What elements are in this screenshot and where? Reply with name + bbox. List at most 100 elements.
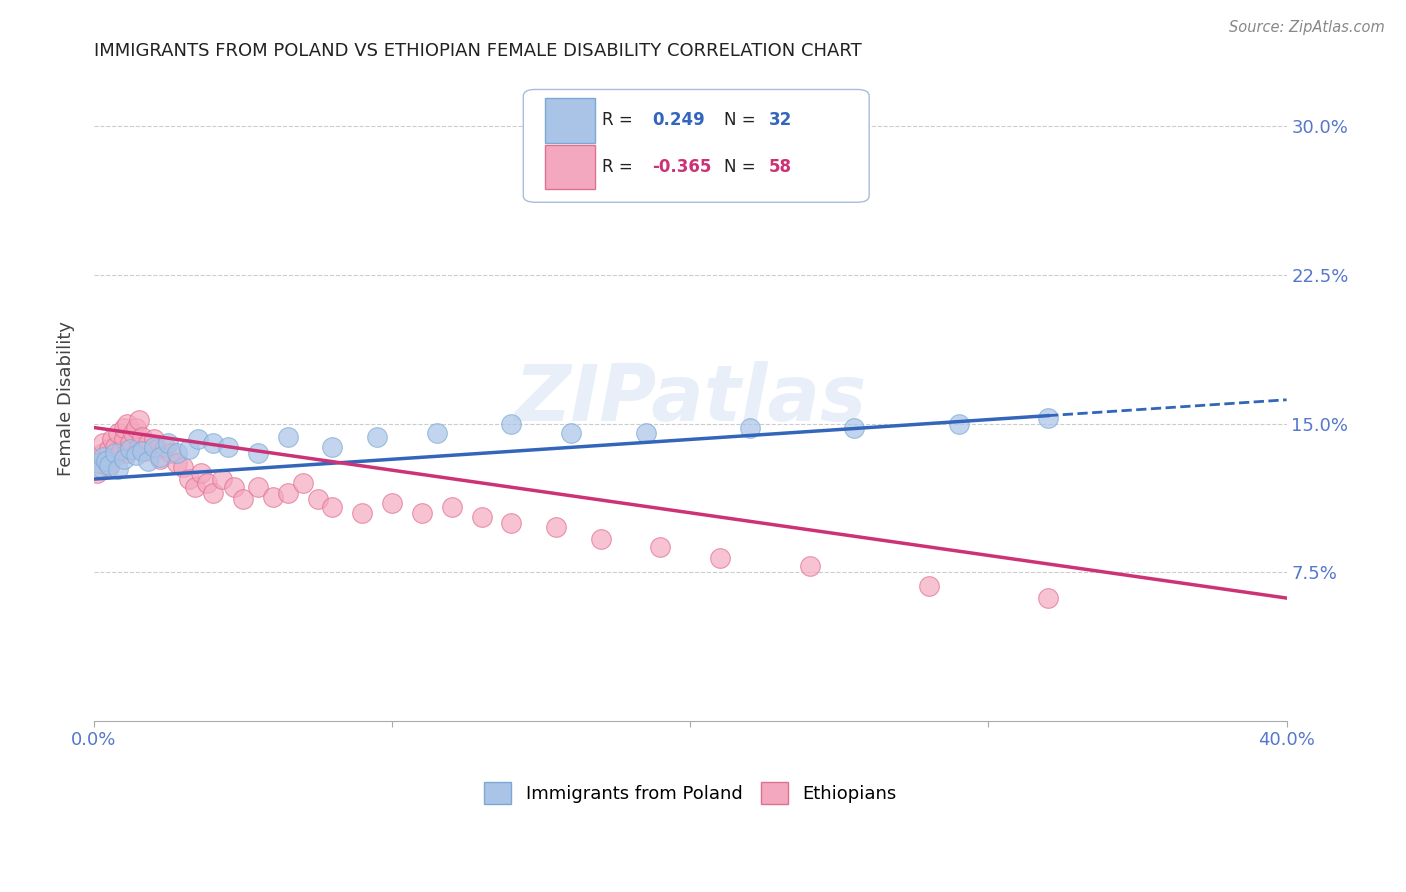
Point <box>136 454 159 468</box>
Point <box>501 516 523 530</box>
Point <box>277 430 299 444</box>
Point <box>155 441 177 455</box>
Point <box>86 456 108 470</box>
Point <box>118 436 141 450</box>
Point <box>738 420 761 434</box>
Point <box>1036 591 1059 605</box>
Point <box>131 444 153 458</box>
Text: -0.365: -0.365 <box>652 158 711 176</box>
Point <box>172 460 194 475</box>
Point <box>107 426 129 441</box>
Point <box>128 441 150 455</box>
Point <box>426 426 449 441</box>
Point <box>142 441 165 455</box>
FancyBboxPatch shape <box>544 98 595 143</box>
Point <box>145 442 167 457</box>
Point <box>179 472 201 486</box>
Point <box>118 442 141 457</box>
Point <box>799 559 821 574</box>
Point <box>110 444 132 458</box>
Point <box>121 426 143 441</box>
Point <box>352 506 374 520</box>
Point <box>187 433 209 447</box>
Point <box>107 462 129 476</box>
Point <box>97 460 120 475</box>
Point <box>918 579 941 593</box>
Text: 32: 32 <box>769 112 792 129</box>
Point <box>112 452 135 467</box>
FancyBboxPatch shape <box>544 145 595 189</box>
Point <box>232 491 254 506</box>
Point <box>246 480 269 494</box>
Text: ZIPatlas: ZIPatlas <box>515 360 866 437</box>
Point <box>184 480 207 494</box>
Point <box>166 446 188 460</box>
Point <box>291 476 314 491</box>
Text: N =: N = <box>724 158 761 176</box>
Text: IMMIGRANTS FROM POLAND VS ETHIOPIAN FEMALE DISABILITY CORRELATION CHART: IMMIGRANTS FROM POLAND VS ETHIOPIAN FEMA… <box>94 42 862 60</box>
Text: Source: ZipAtlas.com: Source: ZipAtlas.com <box>1229 20 1385 35</box>
Point <box>501 417 523 431</box>
Point <box>589 532 612 546</box>
Text: R =: R = <box>602 112 638 129</box>
Text: R =: R = <box>602 158 638 176</box>
Legend: Immigrants from Poland, Ethiopians: Immigrants from Poland, Ethiopians <box>477 775 904 812</box>
Point <box>560 426 582 441</box>
Point <box>440 500 463 514</box>
Point <box>112 420 135 434</box>
Point <box>142 433 165 447</box>
Point <box>190 466 212 480</box>
Point <box>246 446 269 460</box>
Point <box>104 450 127 465</box>
Point <box>411 506 433 520</box>
Point <box>115 417 138 431</box>
Text: 58: 58 <box>769 158 792 176</box>
Point <box>148 450 170 465</box>
Point <box>179 442 201 457</box>
Point <box>202 486 225 500</box>
Point <box>211 472 233 486</box>
Point <box>307 491 329 506</box>
Point <box>101 433 124 447</box>
Point <box>115 446 138 460</box>
Point <box>321 441 343 455</box>
Point <box>381 496 404 510</box>
Point <box>217 441 239 455</box>
Point <box>112 433 135 447</box>
Point <box>202 436 225 450</box>
Point <box>844 420 866 434</box>
Text: 0.249: 0.249 <box>652 112 704 129</box>
Point <box>470 509 492 524</box>
Y-axis label: Female Disability: Female Disability <box>58 321 75 476</box>
Point <box>134 444 156 458</box>
Point <box>650 540 672 554</box>
Point <box>546 519 568 533</box>
Point <box>160 446 183 460</box>
Point <box>366 430 388 444</box>
Point <box>94 452 117 467</box>
Point <box>91 436 114 450</box>
Point <box>1036 410 1059 425</box>
Point <box>157 436 180 450</box>
Point <box>277 486 299 500</box>
Point <box>262 490 284 504</box>
Point <box>97 442 120 457</box>
Point <box>128 412 150 426</box>
Point <box>124 420 146 434</box>
Point <box>89 456 111 470</box>
Point <box>948 417 970 431</box>
Point <box>124 448 146 462</box>
Point <box>104 441 127 455</box>
Point <box>104 446 127 460</box>
Point <box>94 454 117 468</box>
Point <box>86 466 108 480</box>
Point <box>195 476 218 491</box>
Point <box>321 500 343 514</box>
Point <box>136 436 159 450</box>
Point <box>89 460 111 475</box>
Point <box>91 450 114 465</box>
Point <box>91 446 114 460</box>
Point <box>634 426 657 441</box>
Point <box>97 458 120 473</box>
Point <box>222 480 245 494</box>
